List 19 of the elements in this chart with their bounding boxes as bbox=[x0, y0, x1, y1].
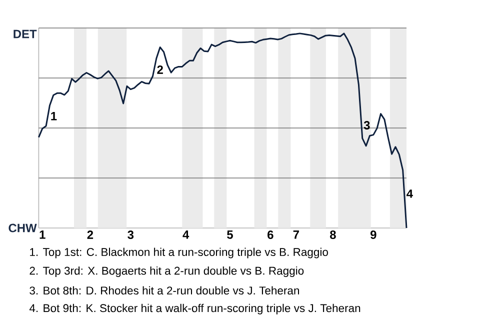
annotation: 3 bbox=[364, 121, 370, 130]
x-tick-label: 1 bbox=[40, 230, 46, 239]
x-tick-label: 2 bbox=[87, 230, 94, 239]
x-tick-label: 8 bbox=[330, 230, 336, 239]
text: 2. Top 3rd: X. Bogaerts hit a 2-run double vs B. Raggio bbox=[30, 266, 304, 277]
x-tick-label: 9 bbox=[370, 230, 376, 239]
x-tick-label: 4 bbox=[182, 230, 190, 239]
annotation: 2 bbox=[157, 65, 163, 74]
text: 1. Top 1st: C. Blackmon hit a run-scoring triple vs B. Raggio bbox=[30, 248, 328, 258]
annotation: 1 bbox=[51, 112, 57, 120]
x-tick-label: 3 bbox=[128, 230, 134, 240]
annotation: 4 bbox=[406, 190, 413, 198]
text: 4. Bot 9th: K. Stocker hit a walk-off run-scoring triple vs J. Teheran bbox=[29, 304, 360, 314]
text: 3. Bot 8th: D. Rhodes hit a 2-run double vs J. Teheran bbox=[30, 286, 299, 295]
x-tick-label: 5 bbox=[227, 230, 233, 239]
x-tick-label: 7 bbox=[293, 230, 299, 239]
text: CHW bbox=[8, 224, 37, 232]
x-tick-label: 6 bbox=[268, 230, 274, 239]
text: DET bbox=[14, 30, 37, 38]
